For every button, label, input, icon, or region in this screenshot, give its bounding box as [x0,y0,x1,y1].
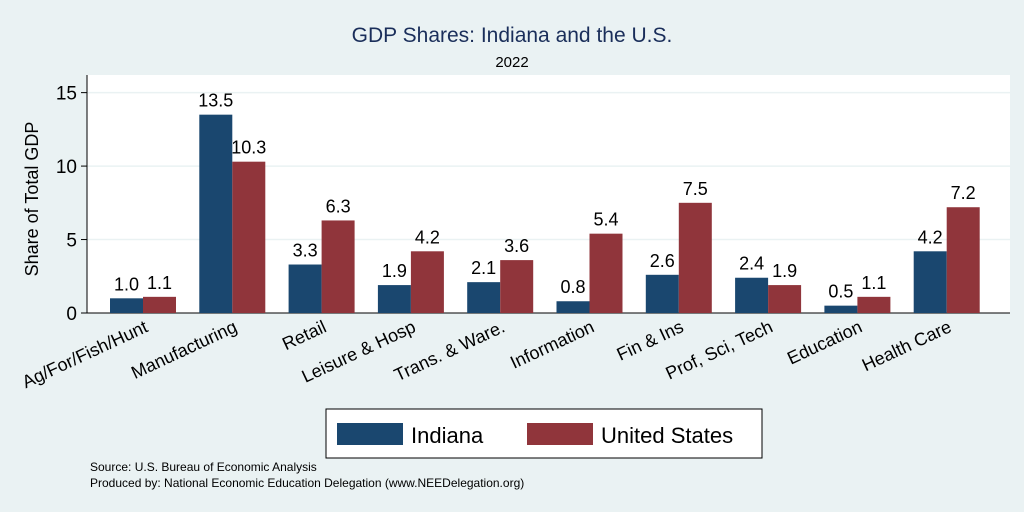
x-tick-label: Fin & Ins [614,316,687,364]
source-note: Source: U.S. Bureau of Economic Analysis [90,460,317,474]
data-label: 2.1 [471,258,496,278]
bar-united-states [857,296,891,313]
bar-united-states [143,296,176,313]
legend-label: United States [601,423,733,448]
data-label: 1.1 [861,273,886,293]
data-label: 4.2 [415,227,440,247]
data-label: 7.2 [951,183,976,203]
data-label: 2.4 [739,254,764,274]
bar-united-states [589,233,623,313]
data-label: 2.6 [650,251,675,271]
bar-united-states [321,220,355,313]
legend-swatch [527,423,593,445]
y-tick-label: 0 [66,304,77,325]
bar-indiana [377,285,411,313]
bar-indiana [467,282,501,313]
y-tick-label: 5 [66,231,77,252]
bar-indiana [645,274,679,313]
x-tick-label: Education [784,316,865,368]
data-label: 5.4 [593,210,618,230]
bar-indiana [913,251,947,313]
bar-indiana [110,298,143,313]
legend-label: Indiana [411,423,484,448]
y-tick-label: 15 [56,84,77,105]
data-label: 13.5 [198,91,233,111]
bar-united-states [946,207,980,313]
chart-subtitle: 2022 [495,54,528,71]
bar-indiana [556,301,590,313]
produced-by-note: Produced by: National Economic Education… [90,476,525,490]
data-label: 0.8 [560,277,585,297]
bar-united-states [500,260,534,313]
legend-swatch [337,423,403,445]
x-tick-label: Ag/For/Fish/Hunt [19,316,151,392]
data-label: 4.2 [918,227,943,247]
bar-indiana [824,305,858,313]
y-axis-label: Share of Total GDP [22,122,42,277]
data-label: 1.0 [114,274,139,294]
data-label: 6.3 [326,196,351,216]
chart-title: GDP Shares: Indiana and the U.S. [352,24,673,47]
data-label: 1.9 [772,261,797,281]
x-tick-label: Retail [279,316,329,354]
bar-indiana [288,264,322,313]
data-label: 1.9 [382,261,407,281]
bar-united-states [678,202,712,313]
data-label: 3.3 [293,241,318,261]
data-label: 10.3 [231,138,266,158]
bar-united-states [232,161,266,313]
data-label: 1.1 [147,273,172,293]
bar-indiana [199,114,233,314]
bar-indiana [735,277,769,313]
y-tick-label: 10 [56,157,77,178]
data-label: 7.5 [683,179,708,199]
x-tick-label: Health Care [859,316,955,375]
data-label: 3.6 [504,236,529,256]
bar-united-states [410,251,444,313]
data-label: 0.5 [828,282,853,302]
bar-united-states [768,285,802,313]
x-tick-label: Information [507,316,597,372]
